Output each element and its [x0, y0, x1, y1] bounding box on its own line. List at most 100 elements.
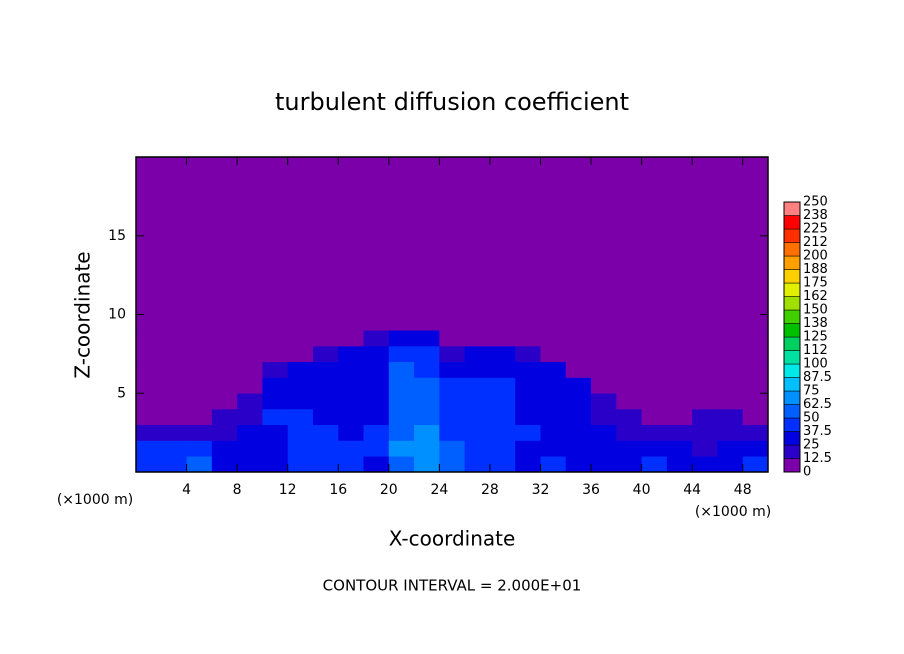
field-cell — [262, 440, 288, 457]
field-cell — [287, 456, 314, 473]
field-cell — [312, 456, 339, 473]
field-cell — [666, 456, 693, 473]
y-tick-label: 15 — [108, 228, 126, 244]
field-cell — [565, 409, 592, 426]
field-cell — [591, 377, 617, 394]
colorbar-label: 125 — [803, 330, 828, 345]
x-tick-label: 48 — [734, 482, 752, 498]
field-cell — [312, 377, 339, 394]
field-cell — [616, 330, 642, 347]
colorbar-swatch — [783, 296, 801, 311]
field-cell — [742, 440, 769, 457]
field-cell — [565, 314, 592, 331]
field-cell — [591, 346, 617, 363]
x-tick-label: 24 — [430, 482, 448, 498]
field-cell — [464, 440, 491, 457]
field-cell — [262, 330, 288, 347]
colorbar-swatch — [783, 269, 801, 284]
field-cell — [136, 456, 162, 473]
field-cell — [565, 377, 592, 394]
colorbar-swatch — [783, 201, 801, 216]
field-cell — [540, 314, 567, 331]
field-cell — [591, 393, 617, 410]
colorbar-frame — [783, 201, 801, 473]
field-cell — [161, 361, 187, 378]
colorbar-swatch — [783, 323, 801, 338]
field-cell — [439, 377, 465, 394]
field-cell — [161, 330, 187, 347]
field-cell — [591, 330, 617, 347]
field-cell — [515, 409, 541, 426]
field-cell — [717, 409, 744, 426]
field-cell — [186, 440, 213, 457]
field-cell — [136, 393, 162, 410]
field-cell — [439, 409, 465, 426]
x-axis-label: X-coordinate — [389, 527, 516, 551]
field-cell — [136, 377, 162, 394]
field-cell — [211, 330, 238, 347]
field-cell — [540, 456, 567, 473]
field-cell — [515, 314, 541, 331]
field-cell — [338, 456, 364, 473]
field-cell — [439, 440, 465, 457]
field-cell — [489, 346, 516, 363]
colorbar-swatch — [783, 228, 801, 243]
field-cell — [186, 361, 213, 378]
field-cell — [237, 393, 263, 410]
colorbar-label: 175 — [803, 276, 828, 291]
field-cell — [742, 424, 769, 441]
field-cell — [136, 346, 162, 363]
field-cell — [312, 393, 339, 410]
field-cell — [312, 424, 339, 441]
field-cell — [388, 361, 415, 378]
field-cell — [540, 346, 567, 363]
field-cell — [515, 456, 541, 473]
field-cell — [515, 377, 541, 394]
field-cell — [717, 377, 744, 394]
field-cell — [262, 314, 288, 331]
x-unit-left: (×1000 m) — [57, 492, 133, 508]
field-cell — [414, 346, 440, 363]
field-cell — [742, 346, 769, 363]
field-cell — [414, 393, 440, 410]
field-cell — [363, 330, 390, 347]
field-cell — [717, 346, 744, 363]
field-cell — [742, 330, 769, 347]
field-cell — [161, 409, 187, 426]
field-cell — [742, 409, 769, 426]
field-cell — [641, 346, 668, 363]
colorbar-swatch — [783, 282, 801, 297]
colorbar-swatch — [783, 390, 801, 405]
field-cell — [489, 330, 516, 347]
field-cell — [742, 393, 769, 410]
field-cell — [237, 346, 263, 363]
field-cell — [388, 424, 415, 441]
field-cell — [262, 361, 288, 378]
field-cell — [338, 361, 364, 378]
colorbar-label: 12.5 — [803, 451, 832, 466]
field-cell — [565, 346, 592, 363]
field-cell — [692, 409, 718, 426]
field-cell — [692, 440, 718, 457]
field-cell — [641, 440, 668, 457]
field-cell — [591, 409, 617, 426]
field-cell — [641, 361, 668, 378]
x-tick-label: 44 — [683, 482, 701, 498]
field-cell — [565, 361, 592, 378]
field-cell — [161, 377, 187, 394]
field-cell — [338, 314, 364, 331]
field-cell — [161, 424, 187, 441]
x-tick-label: 40 — [633, 482, 651, 498]
field-cell — [312, 361, 339, 378]
colorbar-swatch — [783, 363, 801, 378]
field-cell — [338, 393, 364, 410]
field-cell — [287, 314, 314, 331]
colorbar-label: 25 — [803, 438, 820, 453]
field-cell — [211, 409, 238, 426]
field-cell — [742, 314, 769, 331]
field-cell — [616, 314, 642, 331]
chart-title: turbulent diffusion coefficient — [275, 88, 629, 116]
field-cell — [489, 377, 516, 394]
field-cell — [540, 440, 567, 457]
field-cell — [489, 361, 516, 378]
